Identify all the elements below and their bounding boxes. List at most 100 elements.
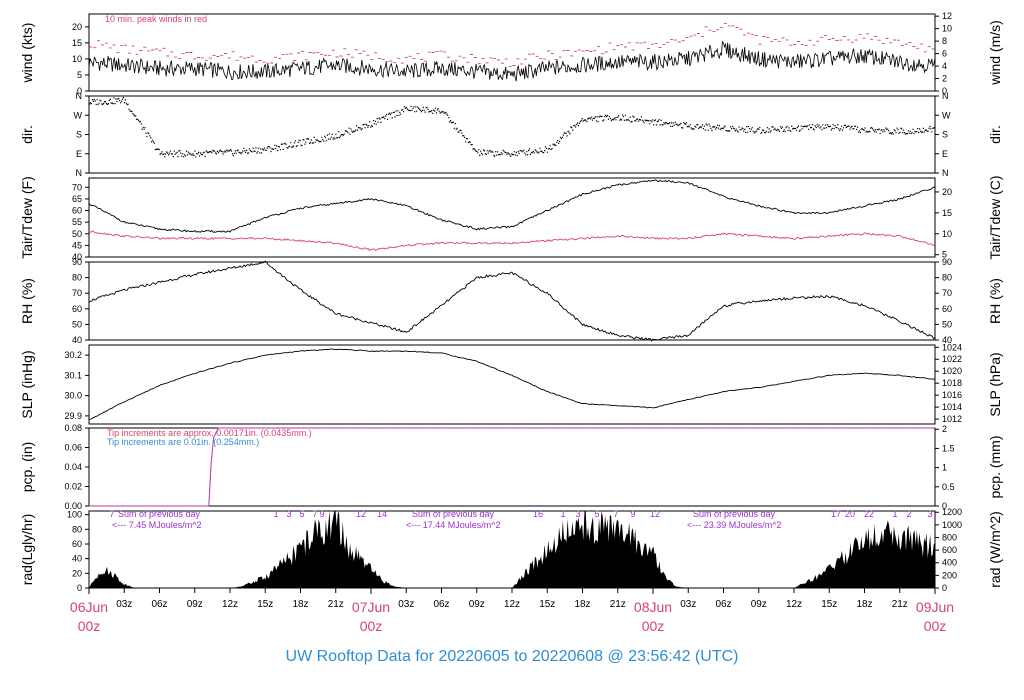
- ytick-label: 10: [942, 229, 952, 239]
- ytick-label: 0.04: [64, 462, 82, 472]
- ytick-label: S: [942, 130, 948, 140]
- ytick-label: W: [74, 110, 83, 120]
- series-wind-direction: [89, 97, 936, 158]
- ytick-label: E: [76, 149, 82, 159]
- ytick-label: 0.08: [64, 423, 82, 433]
- ylabel-right-temp: Tair/Tdew (C): [987, 175, 1003, 259]
- ylabel-right-dir: dir.: [987, 125, 1003, 144]
- ytick-label: 1022: [942, 354, 962, 364]
- ytick-label: 1.5: [942, 443, 955, 453]
- ytick-label: 100: [67, 510, 82, 520]
- ytick-label: 70: [942, 288, 952, 298]
- ytick-label: 1020: [942, 366, 962, 376]
- ylabel-right-wind: wind (m/s): [987, 20, 1003, 86]
- xtick-label: 15z: [821, 599, 837, 610]
- radiation-hour-mark: 7: [312, 509, 317, 519]
- xtick-label: 21z: [892, 599, 908, 610]
- annotation-peak-winds: 10 min. peak winds in red: [105, 14, 207, 24]
- series-sea-level-pressure: [88, 348, 936, 421]
- ytick-label: 40: [942, 335, 952, 345]
- ytick-label: 4: [942, 61, 947, 71]
- panel-frame-dir: [88, 95, 936, 174]
- ytick-label: N: [76, 91, 83, 101]
- xtick-label: 09z: [751, 599, 767, 610]
- daily-sum-label: Sum of previous day: [693, 509, 776, 519]
- panel-frame-rad: [88, 510, 936, 589]
- xtick-label: 06z: [151, 599, 167, 610]
- ytick-label: 200: [942, 570, 957, 580]
- ytick-label: 20: [72, 22, 82, 32]
- series-precip-red: [89, 427, 935, 507]
- ytick-label: 1: [942, 463, 947, 473]
- series-dewpoint: [88, 230, 936, 252]
- radiation-hour-mark: 1: [560, 509, 565, 519]
- radiation-hour-mark: 14: [377, 509, 387, 519]
- panel-frame-wind: [88, 13, 936, 92]
- ytick-label: 50: [72, 319, 82, 329]
- ytick-label: 50: [72, 229, 82, 239]
- day-label-time: 00z: [78, 618, 101, 634]
- ytick-label: 60: [72, 304, 82, 314]
- ytick-label: 0.5: [942, 482, 955, 492]
- radiation-hour-mark: 3: [575, 509, 580, 519]
- ytick-label: 400: [942, 558, 957, 568]
- ylabel-left-wind: wind (kts): [19, 23, 35, 84]
- ytick-label: 10: [942, 24, 952, 34]
- xtick-label: 12z: [504, 599, 520, 610]
- ytick-label: 2: [942, 74, 947, 84]
- ytick-label: 0: [77, 86, 82, 96]
- ytick-label: 2: [942, 424, 947, 434]
- ytick-label: 20: [72, 568, 82, 578]
- radiation-hour-mark: 17: [831, 509, 841, 519]
- xtick-label: 15z: [257, 599, 273, 610]
- xtick-label: 18z: [574, 599, 590, 610]
- ytick-label: N: [942, 91, 949, 101]
- radiation-hour-mark: 16: [533, 509, 543, 519]
- xtick-label: 06z: [715, 599, 731, 610]
- radiation-hour-mark: 22: [864, 509, 874, 519]
- ytick-label: 40: [72, 252, 82, 262]
- radiation-hour-mark: 1: [892, 509, 897, 519]
- ytick-label: 0.00: [64, 501, 82, 511]
- ytick-label: 70: [72, 288, 82, 298]
- xtick-label: 15z: [539, 599, 555, 610]
- ytick-label: 40: [72, 335, 82, 345]
- ylabel-left-dir: dir.: [19, 125, 35, 144]
- ytick-label: 15: [942, 208, 952, 218]
- ytick-label: 1018: [942, 378, 962, 388]
- ytick-label: 55: [72, 217, 82, 227]
- xtick-label: 06z: [433, 599, 449, 610]
- ytick-label: 6: [942, 49, 947, 59]
- xtick-label: 09z: [469, 599, 485, 610]
- ylabel-left-rh: RH (%): [19, 278, 35, 324]
- day-label-date: 07Jun: [352, 599, 390, 615]
- ytick-label: 800: [942, 532, 957, 542]
- ytick-label: 80: [942, 273, 952, 283]
- ylabel-right-slp: SLP (hPa): [987, 352, 1003, 416]
- annotation-tip-exact: Tip increments are 0.01in. (0.254mm.): [107, 437, 259, 447]
- series-wind-peak: [89, 22, 935, 68]
- radiation-hour-mark: 12: [650, 509, 660, 519]
- ytick-label: 0: [77, 583, 82, 593]
- ytick-label: 20: [942, 187, 952, 197]
- ytick-label: 12: [942, 11, 952, 21]
- ylabel-right-pcp: pcp. (mm): [987, 436, 1003, 499]
- radiation-hour-mark: 3: [927, 509, 932, 519]
- ytick-label: 600: [942, 545, 957, 555]
- ytick-label: 60: [942, 304, 952, 314]
- series-air-temperature: [88, 179, 936, 233]
- radiation-hour-mark: 3: [286, 509, 291, 519]
- ytick-label: N: [76, 168, 83, 178]
- ytick-label: 60: [72, 206, 82, 216]
- ytick-label: 1200: [942, 507, 962, 517]
- ytick-label: 40: [72, 554, 82, 564]
- ytick-label: E: [942, 149, 948, 159]
- ytick-label: 1024: [942, 342, 962, 352]
- footer-title: UW Rooftop Data for 20220605 to 20220608…: [285, 648, 739, 665]
- ylabel-left-temp: Tair/Tdew (F): [19, 176, 35, 258]
- xtick-label: 03z: [116, 599, 132, 610]
- ytick-label: 50: [942, 319, 952, 329]
- radiation-hour-mark: 9: [319, 509, 324, 519]
- ylabel-left-slp: SLP (inHg): [19, 350, 35, 418]
- ytick-label: S: [76, 130, 82, 140]
